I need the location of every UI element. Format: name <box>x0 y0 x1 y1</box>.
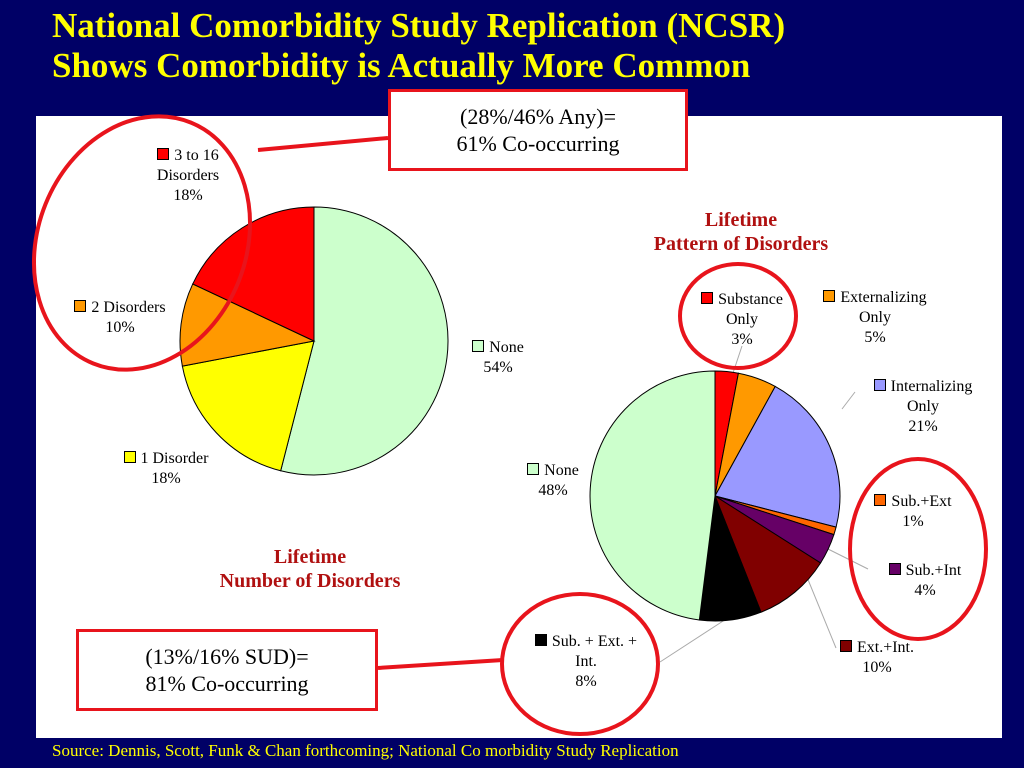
label-value: 10% <box>105 319 135 336</box>
legend-swatch <box>701 292 714 304</box>
pie1-slice-2-disorders <box>179 283 316 367</box>
label-value: 1% <box>902 513 924 530</box>
label-value: 10% <box>862 659 892 676</box>
legend-swatch <box>874 494 887 506</box>
label-value: 54% <box>483 359 513 376</box>
label-text: Int. <box>575 653 597 670</box>
pie2-title: Lifetime Pattern of Disorders <box>610 208 872 256</box>
pie-pattern-of-disorders <box>589 370 841 622</box>
label-value: 48% <box>538 482 568 499</box>
connector-bottom <box>377 658 504 670</box>
label-value: 3% <box>731 331 753 348</box>
pie2-label-sub-int: Sub.+Int 4% <box>870 561 980 601</box>
label-value: 18% <box>151 470 181 487</box>
connector-top <box>257 136 389 152</box>
label-value: 4% <box>914 582 936 599</box>
legend-swatch <box>839 640 852 652</box>
pie1-label-1-disorder: 1 Disorder 18% <box>96 449 236 489</box>
callout-sud-line2: 81% Co-occurring <box>145 671 309 696</box>
pie1-title-line1: Lifetime <box>273 546 347 568</box>
callout-any-line1: (28%/46% Any)= <box>460 104 616 129</box>
callout-any-line2: 61% Co-occurring <box>456 131 620 156</box>
pie2-title-line1: Lifetime <box>704 209 778 231</box>
label-value: 18% <box>173 187 203 204</box>
pie2-slice-ext-int <box>713 494 822 613</box>
legend-swatch <box>123 451 136 463</box>
label-text: Only <box>907 398 939 415</box>
legend-swatch <box>157 148 170 160</box>
label-text: 3 to 16 <box>174 147 219 164</box>
pie2-title-line2: Pattern of Disorders <box>653 233 829 255</box>
pie2-label-sub-ext: Sub.+Ext 1% <box>858 492 968 532</box>
callout-any-cooccurring: (28%/46% Any)= 61% Co-occurring <box>388 89 688 171</box>
legend-swatch <box>534 634 547 646</box>
label-text: Sub.+Ext <box>891 493 952 510</box>
label-text: 1 Disorder <box>140 450 209 467</box>
pie1-slice-3-to-16-disorders <box>192 206 315 342</box>
annotation-ellipses <box>31 114 988 736</box>
legend-swatch <box>873 379 886 391</box>
callout-sud-line1: (13%/16% SUD)= <box>145 644 309 669</box>
label-text: Sub.+Int <box>905 562 962 579</box>
pie2-label-ext-int: Ext.+Int. 10% <box>812 638 942 678</box>
pie2-label-internalizing-only: Internalizing Only 21% <box>848 377 998 437</box>
pie1-slice-1-disorder <box>181 340 315 472</box>
pie2-label-sub-ext-int: Sub. + Ext. + Int. 8% <box>506 632 666 692</box>
label-text: Externalizing <box>840 289 927 306</box>
slide-title-line2: Shows Comorbidity is Actually More Commo… <box>52 46 751 85</box>
pie1-label-3-to-16-disorders: 3 to 16 Disorders 18% <box>118 146 258 206</box>
ellipse-multi-disorders <box>31 114 253 372</box>
label-text: Internalizing <box>890 378 973 395</box>
legend-swatch <box>472 340 485 352</box>
ellipse-substance-only <box>678 262 798 370</box>
pie1-title: Lifetime Number of Disorders <box>194 545 426 593</box>
pie1-title-line2: Number of Disorders <box>219 570 401 592</box>
label-text: Substance <box>718 291 783 308</box>
callout-sud-cooccurring: (13%/16% SUD)= 81% Co-occurring <box>76 629 378 711</box>
legend-swatch <box>74 300 87 312</box>
legend-swatch <box>527 463 540 475</box>
label-text: 2 Disorders <box>91 299 166 316</box>
pie1-label-2-disorders: 2 Disorders 10% <box>50 298 190 338</box>
label-value: 21% <box>908 418 938 435</box>
ellipse-substance-combos <box>848 457 988 641</box>
label-text: Ext.+Int. <box>856 639 914 656</box>
label-text: Disorders <box>156 167 220 184</box>
legend-swatch <box>823 290 836 302</box>
label-text: Sub. + Ext. + <box>551 633 638 650</box>
label-text: Only <box>726 311 758 328</box>
pie2-label-none: None 48% <box>508 461 598 501</box>
pie2-label-externalizing-only: Externalizing Only 5% <box>800 288 950 348</box>
label-value: 8% <box>575 673 597 690</box>
slide-title-line1: National Comorbidity Study Replication (… <box>52 6 786 45</box>
legend-swatch <box>888 563 901 575</box>
leader-line <box>841 391 856 410</box>
pie1-label-none: None 54% <box>448 338 548 378</box>
pie2-slice-none <box>589 370 716 621</box>
label-text: Only <box>859 309 891 326</box>
pie2-label-substance-only: Substance Only 3% <box>682 290 802 350</box>
label-text: None <box>544 462 579 479</box>
slide-title: National Comorbidity Study Replication (… <box>52 6 1012 86</box>
pie2-slice-internalizing-only <box>714 385 841 528</box>
label-value: 5% <box>864 329 886 346</box>
ellipse-sub-ext-int <box>500 592 660 736</box>
label-text: None <box>489 339 524 356</box>
source-note: Source: Dennis, Scott, Funk & Chan forth… <box>52 741 679 760</box>
pie1-slice-none <box>280 206 449 476</box>
pie-number-of-disorders <box>179 206 449 476</box>
